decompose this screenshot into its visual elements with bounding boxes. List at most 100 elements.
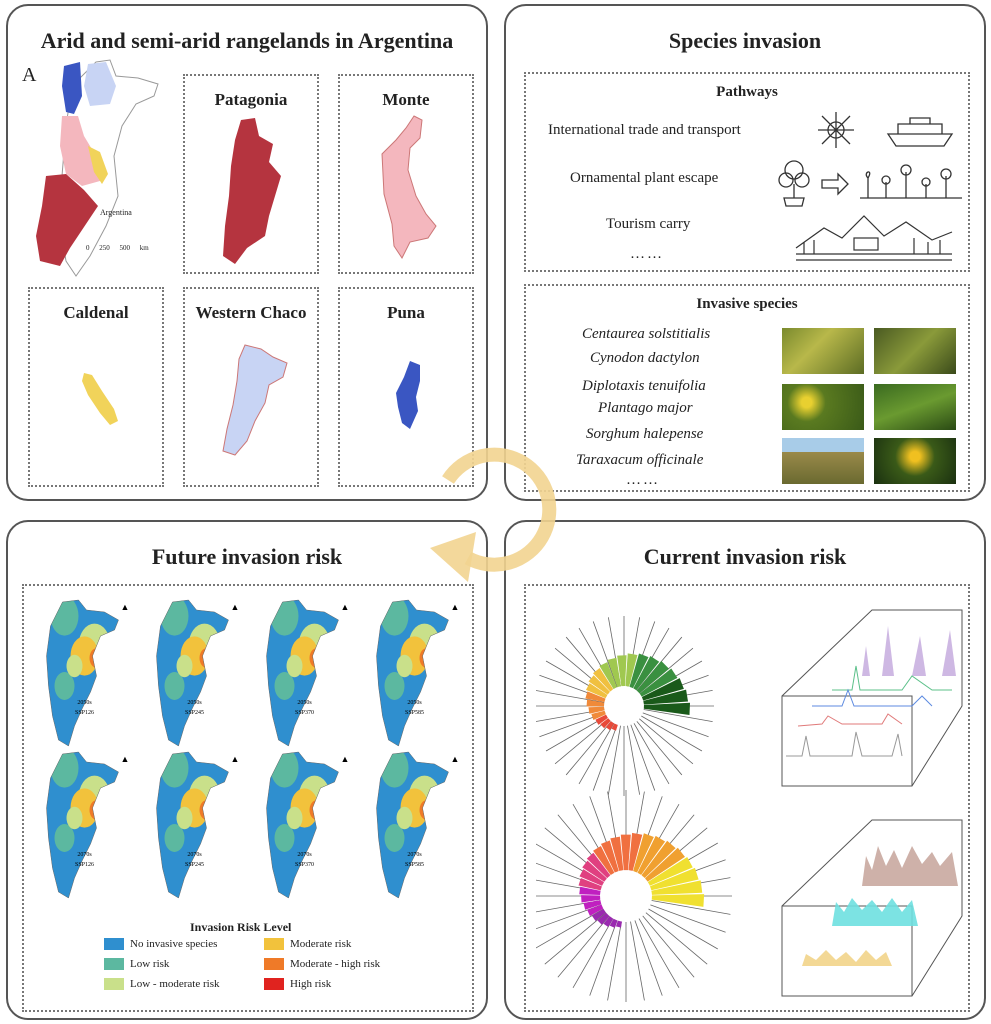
radial-gridline	[639, 718, 694, 765]
cycle-arrow-icon	[430, 447, 557, 582]
region-box-patagonia: Patagonia	[183, 74, 319, 274]
radial-bar	[591, 909, 606, 922]
radial-bar	[625, 653, 638, 687]
radial-gridline	[544, 912, 607, 965]
radial-gridline	[536, 908, 604, 949]
radial-gridline	[536, 690, 605, 703]
pathway-label: ……	[630, 246, 664, 262]
panel-letter: A	[22, 64, 37, 86]
radial-bar	[583, 900, 602, 910]
region-box-puna: Puna	[338, 287, 474, 487]
radial-bar	[599, 662, 617, 689]
radial-bar	[637, 835, 666, 875]
map-period-label: 2050s	[187, 700, 202, 706]
panel-rangelands: Arid and semi-arid rangelands in Argenti…	[6, 4, 488, 501]
radial-bar	[587, 904, 604, 917]
legend-label: No invasive species	[130, 938, 218, 950]
species-name: Sorghum halepense	[586, 426, 704, 442]
panel-species-invasion: Species invasion Pathways International …	[504, 4, 986, 501]
species-name: Diplotaxis tenuifolia	[582, 378, 706, 394]
radial-gridline	[645, 912, 708, 965]
radial-gridline	[642, 915, 695, 978]
radial-gridline	[557, 915, 610, 978]
circular-bar-chart-bottom	[536, 790, 732, 1002]
region-label: Patagonia	[214, 90, 288, 109]
north-arrow-icon: ▲	[231, 602, 240, 612]
radial-bar	[579, 886, 601, 896]
map-period-label: SSP126	[75, 710, 94, 716]
species-name: Centaurea solstitialis	[582, 326, 711, 342]
radial-bar	[641, 678, 684, 701]
radial-bar	[636, 661, 670, 694]
radial-bar	[585, 691, 606, 703]
radial-bar	[593, 845, 615, 875]
puna-map	[396, 361, 420, 429]
species-photo	[874, 328, 956, 374]
map-period-label: SSP585	[405, 862, 424, 868]
legend-title: Invasion Risk Level	[190, 920, 292, 934]
future-risk-map: ▲ 2070s SSP370	[266, 751, 350, 899]
radial-bar	[591, 710, 606, 720]
radial-gridline	[565, 721, 612, 776]
pathway-label: International trade and transport	[548, 122, 741, 138]
radial-bar	[588, 706, 605, 714]
map-period-label: SSP126	[75, 862, 94, 868]
radial-bar	[620, 834, 631, 871]
region-label: Monte	[382, 90, 430, 109]
ornamental-plant-icon	[778, 160, 962, 207]
radial-gridline	[554, 718, 609, 765]
panel-current-risk-title: Current invasion risk	[643, 544, 847, 569]
north-arrow-icon: ▲	[121, 602, 130, 612]
radial-bar	[643, 702, 691, 715]
radial-gridline	[642, 712, 709, 738]
radial-gridline	[633, 723, 670, 785]
radial-gridline	[648, 908, 718, 950]
panel-rangelands-title: Arid and semi-arid rangelands in Argenti…	[40, 28, 454, 53]
radial-bar	[609, 918, 618, 928]
radial-gridline	[607, 725, 621, 795]
radial-bar	[650, 867, 699, 891]
radial-gridline	[607, 921, 622, 1001]
radial-bar	[600, 840, 619, 873]
patagonia-map	[223, 118, 281, 264]
legend-label: Moderate - high risk	[290, 958, 381, 970]
radial-gridline	[545, 715, 607, 752]
map-period-label: SSP370	[295, 862, 314, 868]
radial-bar	[593, 668, 614, 692]
radial-bar	[643, 689, 689, 705]
map-period-label: 2070s	[407, 852, 422, 858]
region-label: Western Chaco	[195, 303, 307, 322]
species-photo	[782, 438, 864, 484]
north-arrow-icon: ▲	[341, 754, 350, 764]
legend-swatch	[264, 958, 284, 970]
future-risk-map: ▲ 2070s SSP245	[156, 751, 239, 899]
map-period-label: 2050s	[77, 700, 92, 706]
radial-bar	[582, 860, 607, 882]
radial-bar	[651, 880, 703, 895]
invasive-species-box: Invasive species Centaurea solstitialis …	[524, 284, 970, 492]
radial-bar	[588, 675, 610, 695]
north-arrow-icon: ▲	[451, 754, 460, 764]
radial-gridline	[651, 900, 731, 915]
radial-gridline	[630, 921, 645, 1001]
legend-swatch	[104, 938, 124, 950]
map-period-label: 2050s	[407, 700, 422, 706]
future-maps-grid: ▲ 2050s SSP126 ▲ 2050s SSP245 ▲ 2050s SSP370 ▲ 205…	[24, 586, 472, 916]
north-arrow-icon: ▲	[451, 602, 460, 612]
future-risk-map: ▲ 2070s SSP585	[376, 751, 460, 899]
legend-label: Low - moderate risk	[130, 978, 220, 990]
radial-bar	[610, 836, 624, 871]
radial-bar	[586, 852, 611, 879]
region-box-monte: Monte	[338, 74, 474, 274]
radial-bar	[633, 833, 654, 873]
western-chaco-map	[222, 344, 288, 456]
radial-bar	[633, 655, 660, 691]
region-box-western-chaco: Western Chaco	[183, 287, 319, 487]
response-curves-top	[781, 609, 963, 787]
cargo-ship-icon	[818, 112, 954, 148]
region-box-caldenal: Caldenal	[28, 287, 164, 487]
map-period-label: 2070s	[77, 852, 92, 858]
radial-gridline	[638, 918, 680, 988]
radial-bar	[586, 699, 605, 707]
radial-bar	[611, 723, 618, 731]
